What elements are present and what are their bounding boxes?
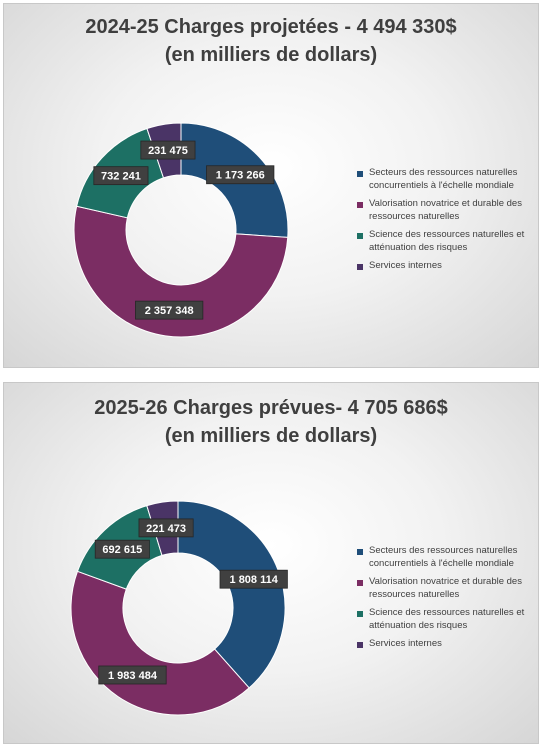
legend-label: Services internes — [369, 260, 442, 271]
chart-title-line2: (en milliers de dollars) — [164, 425, 378, 447]
data-label-text: 732 241 — [101, 171, 141, 183]
data-label-text: 221 473 — [146, 523, 186, 535]
legend-item: Science des ressources naturelles et att… — [357, 607, 535, 632]
legend-swatch — [357, 264, 363, 270]
data-label-text: 1 173 266 — [216, 170, 265, 182]
chart-legend: Secteurs des ressources naturelles concu… — [357, 545, 535, 657]
donut-slice — [73, 205, 289, 338]
data-label-text: 1 808 114 — [230, 574, 279, 586]
chart-title-line2: (en milliers de dollars) — [164, 44, 378, 66]
chart-title: 2025-26 Charges prévues- 4 705 686$ (en … — [4, 394, 538, 450]
data-label: 221 473 — [138, 518, 194, 538]
legend-label: Services internes — [369, 638, 442, 649]
data-label: 231 475 — [140, 140, 196, 160]
data-label: 692 615 — [94, 539, 150, 559]
legend-swatch — [357, 233, 363, 239]
data-label: 1 983 484 — [98, 665, 167, 685]
data-label-box — [98, 665, 167, 685]
donut-chart: 1 808 114 1 983 484 692 615 221 473 — [70, 500, 288, 716]
legend-swatch — [357, 549, 363, 555]
data-label: 732 241 — [93, 166, 149, 186]
legend-item: Services internes — [357, 638, 535, 651]
chart-title-line1: 2024-25 Charges projetées - 4 494 330$ — [85, 16, 457, 38]
legend-item: Secteurs des ressources naturelles concu… — [357, 545, 535, 570]
legend-label: Valorisation novatrice et durable des re… — [369, 198, 522, 222]
legend-swatch — [357, 642, 363, 648]
legend-item: Secteurs des ressources naturelles concu… — [357, 167, 535, 192]
donut-slice — [177, 500, 286, 689]
chart-title: 2024-25 Charges projetées - 4 494 330$ (… — [4, 13, 538, 69]
legend-label: Science des ressources naturelles et att… — [369, 229, 525, 253]
data-label-box — [206, 165, 275, 185]
data-label: 1 808 114 — [219, 569, 288, 589]
legend-item: Valorisation novatrice et durable des re… — [357, 198, 535, 223]
legend-label: Science des ressources naturelles et att… — [369, 607, 525, 631]
data-label-box — [140, 140, 196, 160]
legend-label: Secteurs des ressources naturelles concu… — [369, 545, 518, 569]
legend-swatch — [357, 611, 363, 617]
chart-panel-2025-26: 2025-26 Charges prévues- 4 705 686$ (en … — [3, 382, 539, 744]
data-label-box — [135, 300, 204, 320]
data-label-text: 1 983 484 — [108, 670, 158, 682]
legend-label: Secteurs des ressources naturelles concu… — [369, 167, 518, 191]
legend-item: Science des ressources naturelles et att… — [357, 229, 535, 254]
data-label-box — [93, 166, 149, 186]
legend-swatch — [357, 580, 363, 586]
data-label-text: 231 475 — [148, 145, 188, 157]
legend-item: Valorisation novatrice et durable des re… — [357, 576, 535, 601]
donut-chart: 1 173 266 2 357 348 732 241 231 475 — [73, 122, 289, 338]
chart-panel-2024-25: 2024-25 Charges projetées - 4 494 330$ (… — [3, 3, 539, 368]
data-label-text: 692 615 — [102, 544, 142, 556]
data-label-box — [94, 539, 150, 559]
data-label-text: 2 357 348 — [145, 305, 194, 317]
chart-legend: Secteurs des ressources naturelles concu… — [357, 167, 535, 279]
chart-title-line1: 2025-26 Charges prévues- 4 705 686$ — [94, 397, 448, 419]
data-label: 2 357 348 — [135, 300, 204, 320]
legend-item: Services internes — [357, 260, 535, 273]
data-label-box — [219, 569, 288, 589]
legend-swatch — [357, 171, 363, 177]
legend-label: Valorisation novatrice et durable des re… — [369, 576, 522, 600]
data-label-box — [138, 518, 194, 538]
legend-swatch — [357, 202, 363, 208]
data-label: 1 173 266 — [206, 165, 275, 185]
